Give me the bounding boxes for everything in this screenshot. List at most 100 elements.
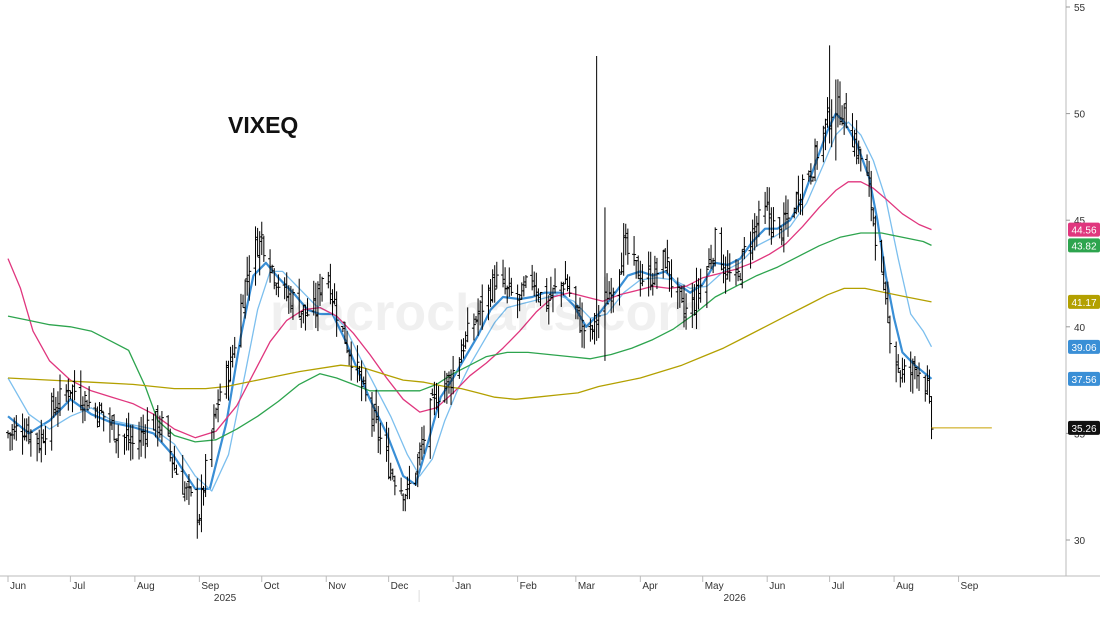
watermark: macrocharts.com [270, 284, 704, 342]
ohlc-bar [428, 397, 433, 459]
ohlc-bar [290, 288, 295, 320]
ohlc-bar [130, 424, 135, 460]
ohlc-bar [355, 345, 360, 383]
ohlc-bar [465, 307, 470, 343]
x-year-label: 2026 [724, 593, 747, 604]
ohlc-bar [509, 277, 514, 296]
ohlc-bar [669, 259, 674, 298]
ohlc-bar [216, 389, 221, 423]
price-tag-43.82: 43.82 [1068, 238, 1100, 253]
ohlc-bar [896, 354, 901, 373]
ohlc-bar [704, 266, 709, 309]
ohlc-bar [276, 274, 281, 298]
price-tag-35.26: 35.26 [1068, 420, 1100, 435]
x-tick-label: May [705, 581, 724, 592]
ohlc-bar [247, 255, 252, 301]
ohlc-bar [203, 453, 208, 498]
ohlc-bar [82, 391, 87, 422]
ohlc-bar [451, 355, 456, 395]
ohlc-bar [58, 374, 62, 417]
price-tag-box [1068, 420, 1100, 435]
ohlc-bar [392, 475, 397, 496]
price-tag-box [1068, 371, 1100, 386]
ohlc-bar [320, 276, 325, 302]
price-tag-label: 43.82 [1071, 241, 1096, 252]
x-tick-label: Aug [896, 581, 914, 592]
ohlc-bar [844, 92, 849, 129]
ohlc-bar [713, 227, 718, 267]
ohlc-bar [786, 199, 790, 237]
ohlc-bar [101, 411, 106, 432]
ohlc-bar [461, 338, 466, 359]
x-tick-label: Jan [455, 581, 471, 592]
y-tick-label: 55 [1074, 3, 1086, 14]
x-tick-label: Apr [642, 581, 658, 592]
ohlc-bar [582, 324, 587, 349]
price-tag-box [1068, 294, 1100, 309]
ohlc-bar [929, 396, 934, 440]
ohlc-bar [567, 276, 572, 297]
ohlc-bar [611, 287, 616, 313]
ohlc-bar [168, 428, 173, 462]
ohlc-bar [727, 253, 732, 282]
ma-line-37.56 [7, 112, 933, 490]
ohlc-bar [116, 424, 121, 458]
ohlc-bar [596, 305, 601, 339]
ohlc-bar [494, 261, 499, 289]
ohlc-bar [218, 383, 223, 402]
ohlc-bar [625, 228, 630, 265]
ohlc-bar [736, 260, 741, 282]
ohlc-bar [399, 477, 404, 495]
ohlc-bar [654, 257, 659, 290]
ohlc-bar [87, 386, 92, 409]
x-tick-label: Dec [391, 581, 409, 592]
price-tag-label: 39.06 [1071, 343, 1096, 354]
x-tick-label: Mar [578, 581, 596, 592]
ohlc-bar [359, 360, 364, 402]
ohlc-bar [800, 174, 805, 216]
x-tick-label: Oct [264, 581, 280, 592]
x-tick-label: Sep [201, 581, 219, 592]
ohlc-bar [858, 148, 863, 172]
ohlc-bar [873, 215, 878, 261]
ohlc-bar [771, 207, 776, 238]
ohlc-bar [85, 399, 90, 411]
ohlc-bar [159, 411, 164, 443]
price-tag-box [1068, 339, 1100, 354]
ohlc-bar [580, 302, 585, 348]
ohlc-bar [553, 268, 558, 294]
ohlc-bar [815, 140, 820, 170]
x-tick-label: Jun [10, 581, 26, 592]
ohlc-bar [261, 235, 266, 262]
ohlc-bar [777, 217, 782, 239]
ohlc-bar [422, 425, 426, 454]
ma-line-41.17 [7, 287, 932, 400]
ohlc-bar [436, 385, 441, 419]
ohlc-bar [334, 291, 339, 337]
y-tick-label: 40 [1074, 323, 1086, 334]
ohlc-bar [640, 264, 645, 287]
ohlc-bar [546, 295, 551, 325]
price-tag-box [1068, 238, 1100, 253]
ohlc-bar [407, 465, 412, 500]
ohlc-bar [480, 284, 485, 330]
ohlc-bar [917, 362, 922, 391]
price-tag-44.56: 44.56 [1068, 222, 1100, 237]
ohlc-bar [492, 265, 497, 303]
y-tick-label: 50 [1074, 110, 1086, 121]
ohlc-bar [561, 281, 566, 296]
ohlc-bar [538, 291, 543, 306]
x-year-label: 2025 [214, 593, 237, 604]
ohlc-bar [174, 464, 179, 475]
y-tick-label: 30 [1074, 536, 1086, 547]
ma-line-39.06 [7, 121, 933, 492]
price-tag-label: 37.56 [1071, 375, 1096, 386]
ohlc-bar [471, 313, 476, 341]
ohlc-bar [756, 200, 761, 238]
price-tag-41.17: 41.17 [1068, 294, 1100, 309]
ohlc-bar [72, 370, 77, 401]
ohlc-bar [902, 359, 907, 383]
ohlc-bar [665, 239, 670, 274]
ohlc-bar [523, 275, 528, 289]
